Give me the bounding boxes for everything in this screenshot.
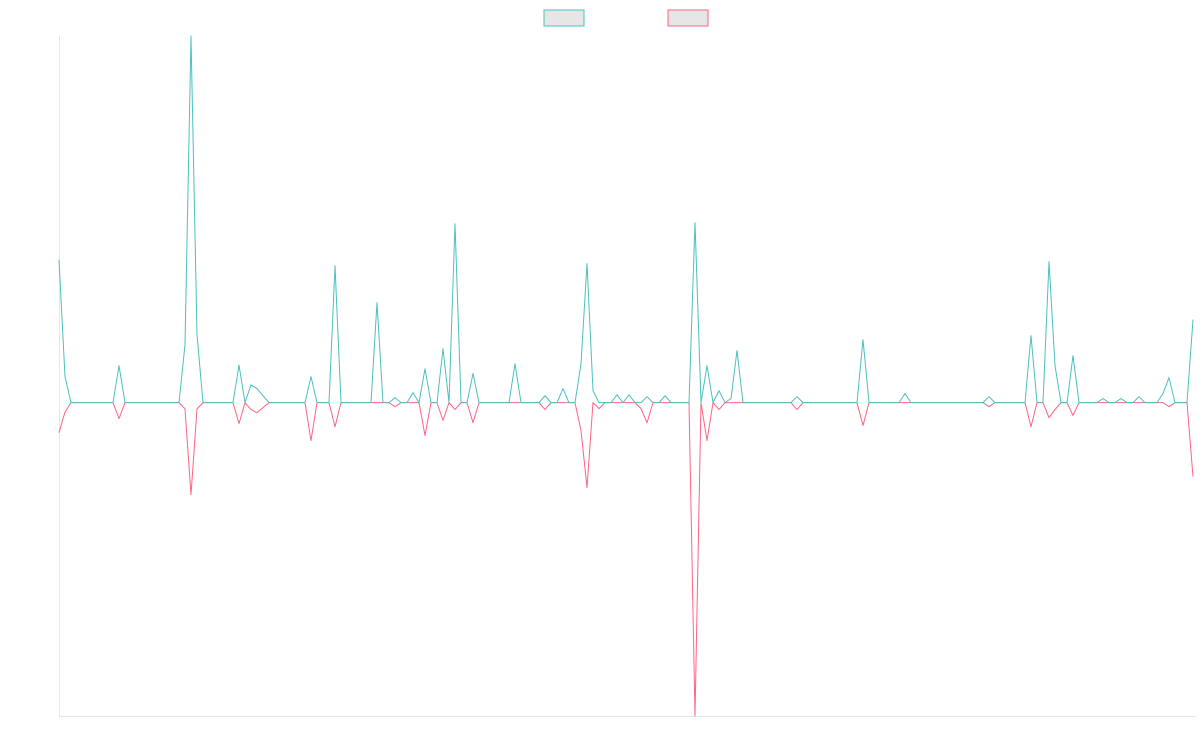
line-series — [58, 402, 1194, 717]
legend-swatch — [543, 9, 585, 27]
legend-swatch — [667, 9, 709, 27]
line-series — [58, 35, 1194, 404]
